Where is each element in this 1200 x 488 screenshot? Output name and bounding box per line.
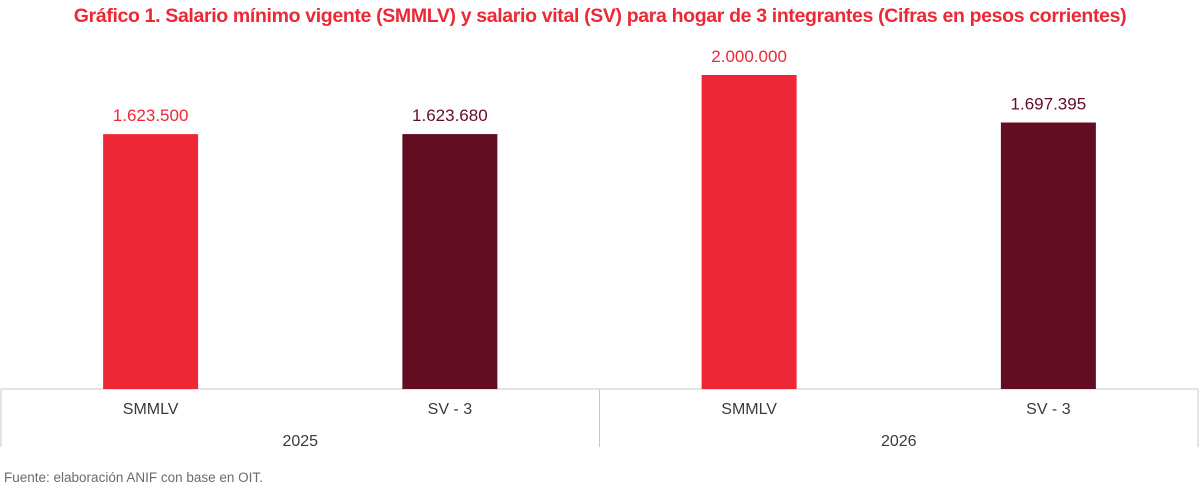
category-tick-label: SMMLV xyxy=(721,401,777,418)
data-label: 1.697.395 xyxy=(1011,95,1087,114)
chart-title: Gráfico 1. Salario mínimo vigente (SMMLV… xyxy=(73,5,1127,27)
category-tick-label: SV - 3 xyxy=(428,401,473,418)
data-label: 1.623.500 xyxy=(113,106,189,125)
group-tick-label: 2025 xyxy=(282,433,318,450)
data-label: 1.623.680 xyxy=(412,106,488,125)
bar xyxy=(1000,122,1096,390)
source-note: Fuente: elaboración ANIF con base en OIT… xyxy=(4,470,263,485)
group-tick-label: 2026 xyxy=(881,433,917,450)
category-tick-label: SMMLV xyxy=(123,401,179,418)
bar xyxy=(402,134,498,389)
bar xyxy=(103,134,199,389)
category-tick-label: SV - 3 xyxy=(1026,401,1071,418)
bar xyxy=(701,75,797,389)
data-label: 2.000.000 xyxy=(711,47,787,66)
